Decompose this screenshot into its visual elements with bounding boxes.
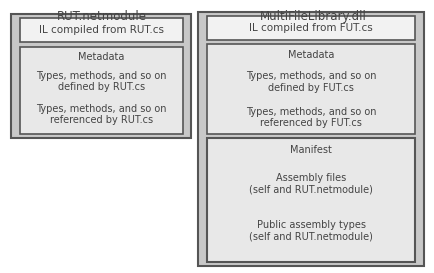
- Bar: [206, 138, 414, 262]
- Text: MultiFileLibrary.dll: MultiFileLibrary.dll: [259, 10, 366, 23]
- Bar: [20, 47, 182, 134]
- Bar: [206, 16, 414, 40]
- Text: Types, methods, and so on
defined by RUT.cs: Types, methods, and so on defined by RUT…: [36, 71, 166, 93]
- Text: RUT.netmodule: RUT.netmodule: [57, 10, 147, 23]
- Text: Types, methods, and so on
defined by FUT.cs: Types, methods, and so on defined by FUT…: [245, 71, 375, 93]
- Text: Assembly files
(self and RUT.netmodule): Assembly files (self and RUT.netmodule): [249, 173, 372, 195]
- Text: Types, methods, and so on
referenced by FUT.cs: Types, methods, and so on referenced by …: [245, 107, 375, 129]
- Text: Manifest: Manifest: [289, 145, 331, 155]
- Text: Types, methods, and so on
referenced by RUT.cs: Types, methods, and so on referenced by …: [36, 104, 166, 126]
- Text: IL compiled from FUT.cs: IL compiled from FUT.cs: [249, 23, 372, 32]
- Text: Metadata: Metadata: [78, 52, 124, 62]
- Bar: [20, 18, 182, 42]
- Bar: [197, 12, 423, 266]
- Text: Public assembly types
(self and RUT.netmodule): Public assembly types (self and RUT.netm…: [249, 220, 372, 242]
- Bar: [11, 14, 191, 138]
- Text: IL compiled from RUT.cs: IL compiled from RUT.cs: [39, 25, 163, 35]
- Bar: [206, 44, 414, 134]
- Text: Metadata: Metadata: [287, 50, 333, 60]
